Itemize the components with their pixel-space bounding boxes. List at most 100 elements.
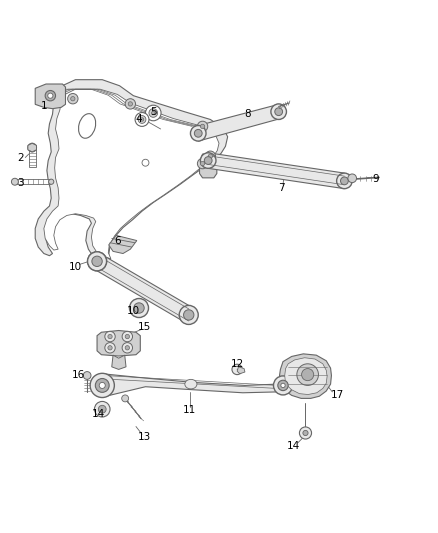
Circle shape (208, 154, 212, 158)
Circle shape (122, 343, 133, 353)
Polygon shape (208, 153, 344, 189)
Circle shape (95, 401, 110, 417)
Circle shape (201, 124, 205, 128)
Polygon shape (35, 84, 66, 109)
Ellipse shape (78, 114, 95, 138)
Text: 1: 1 (41, 101, 47, 111)
Circle shape (149, 109, 158, 117)
Polygon shape (198, 104, 279, 141)
Polygon shape (112, 355, 126, 369)
Circle shape (108, 345, 112, 350)
Circle shape (232, 364, 242, 375)
Text: 10: 10 (127, 305, 140, 316)
Circle shape (125, 99, 135, 109)
Circle shape (48, 93, 53, 98)
Circle shape (302, 368, 314, 381)
Text: 17: 17 (331, 390, 345, 400)
Circle shape (105, 343, 115, 353)
Circle shape (278, 380, 288, 391)
Text: 13: 13 (138, 432, 151, 442)
Text: 7: 7 (279, 183, 285, 193)
Text: 10: 10 (69, 262, 82, 272)
Circle shape (105, 332, 115, 342)
Circle shape (303, 430, 308, 435)
Circle shape (204, 157, 212, 165)
Circle shape (271, 104, 286, 119)
Text: 16: 16 (72, 369, 85, 379)
Circle shape (122, 332, 133, 342)
Circle shape (348, 174, 357, 183)
Circle shape (300, 427, 311, 439)
Circle shape (49, 179, 54, 184)
Polygon shape (285, 358, 327, 394)
Circle shape (71, 96, 75, 101)
Polygon shape (16, 179, 50, 184)
Text: 14: 14 (287, 441, 300, 451)
Circle shape (145, 105, 161, 121)
Circle shape (11, 178, 18, 185)
Circle shape (95, 378, 109, 392)
Circle shape (152, 111, 155, 115)
Polygon shape (35, 80, 228, 266)
Circle shape (67, 93, 78, 104)
Circle shape (201, 161, 205, 166)
Circle shape (275, 108, 283, 116)
Circle shape (281, 383, 285, 387)
Circle shape (88, 252, 106, 271)
Circle shape (28, 143, 36, 152)
Circle shape (134, 303, 144, 313)
Circle shape (140, 118, 144, 121)
Circle shape (142, 159, 149, 166)
Text: 5: 5 (150, 107, 156, 117)
Text: 6: 6 (114, 237, 121, 246)
Circle shape (201, 153, 216, 168)
Polygon shape (279, 354, 332, 398)
Text: 12: 12 (230, 359, 244, 369)
Polygon shape (109, 236, 137, 254)
Polygon shape (44, 89, 219, 259)
Circle shape (88, 252, 106, 271)
Circle shape (130, 298, 148, 318)
Circle shape (135, 112, 149, 126)
Circle shape (138, 116, 146, 123)
Polygon shape (29, 148, 35, 167)
Text: 8: 8 (244, 109, 251, 119)
Text: 9: 9 (372, 174, 379, 184)
Circle shape (128, 102, 133, 106)
Circle shape (125, 334, 130, 338)
Circle shape (184, 310, 194, 320)
Circle shape (45, 91, 56, 101)
Circle shape (108, 334, 112, 338)
Polygon shape (97, 252, 189, 325)
Circle shape (297, 364, 318, 385)
Circle shape (122, 395, 129, 402)
Text: 15: 15 (138, 322, 151, 332)
Circle shape (337, 173, 352, 189)
Polygon shape (28, 143, 36, 152)
Circle shape (179, 305, 198, 325)
Polygon shape (200, 154, 217, 178)
Circle shape (90, 373, 114, 398)
Circle shape (205, 151, 215, 161)
Ellipse shape (185, 379, 197, 389)
Polygon shape (237, 367, 245, 374)
Circle shape (92, 256, 102, 266)
Text: 14: 14 (92, 409, 106, 419)
Text: 4: 4 (136, 115, 142, 125)
Text: 11: 11 (183, 405, 196, 415)
Circle shape (194, 130, 202, 137)
Circle shape (198, 121, 208, 132)
Polygon shape (97, 330, 140, 356)
Circle shape (83, 372, 91, 379)
Circle shape (340, 177, 348, 185)
Polygon shape (102, 374, 283, 397)
Circle shape (99, 405, 106, 413)
Circle shape (92, 256, 102, 266)
Text: 3: 3 (18, 177, 24, 188)
Circle shape (198, 158, 208, 169)
Text: 2: 2 (18, 152, 24, 163)
Circle shape (99, 382, 105, 389)
Circle shape (191, 126, 206, 141)
Circle shape (125, 345, 130, 350)
Circle shape (273, 376, 293, 395)
